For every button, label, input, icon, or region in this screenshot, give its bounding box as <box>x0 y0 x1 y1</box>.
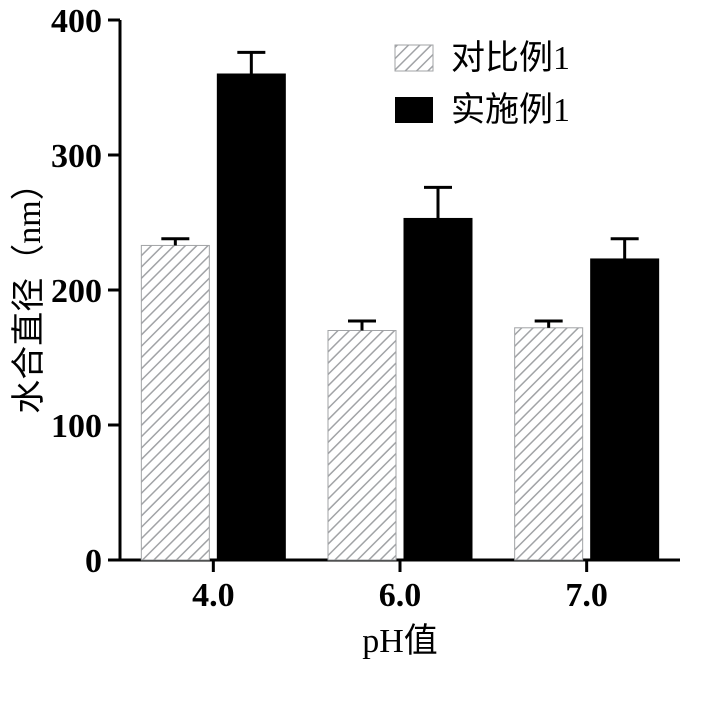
legend-swatch <box>395 45 433 71</box>
legend-swatch <box>395 97 433 123</box>
xtick-label: 4.0 <box>192 577 235 614</box>
ytick-label: 200 <box>51 273 102 310</box>
ytick-label: 0 <box>85 543 102 580</box>
bar-series-1 <box>404 218 472 560</box>
bar-series-0 <box>141 245 209 560</box>
bar-series-1 <box>217 74 285 560</box>
xtick-label: 6.0 <box>379 577 422 614</box>
legend-label: 对比例1 <box>451 39 570 77</box>
bar-series-1 <box>591 259 659 560</box>
chart-svg: 0 100 200 300 400 水合直径（nm） 4.0 6.0 7.0 pH值 对比例1 实施例… <box>0 0 723 707</box>
bar-series-0 <box>515 328 583 560</box>
xtick-label: 7.0 <box>565 577 608 614</box>
legend-label: 实施例1 <box>451 91 570 129</box>
ytick-label: 300 <box>51 138 102 175</box>
bar-series-0 <box>328 331 396 561</box>
y-axis-title: 水合直径（nm） <box>10 166 48 413</box>
bar-chart: 0 100 200 300 400 水合直径（nm） 4.0 6.0 7.0 pH值 对比例1 实施例… <box>0 0 723 707</box>
ytick-label: 400 <box>51 3 102 40</box>
x-axis-title: pH值 <box>362 622 438 660</box>
ytick-label: 100 <box>51 408 102 445</box>
